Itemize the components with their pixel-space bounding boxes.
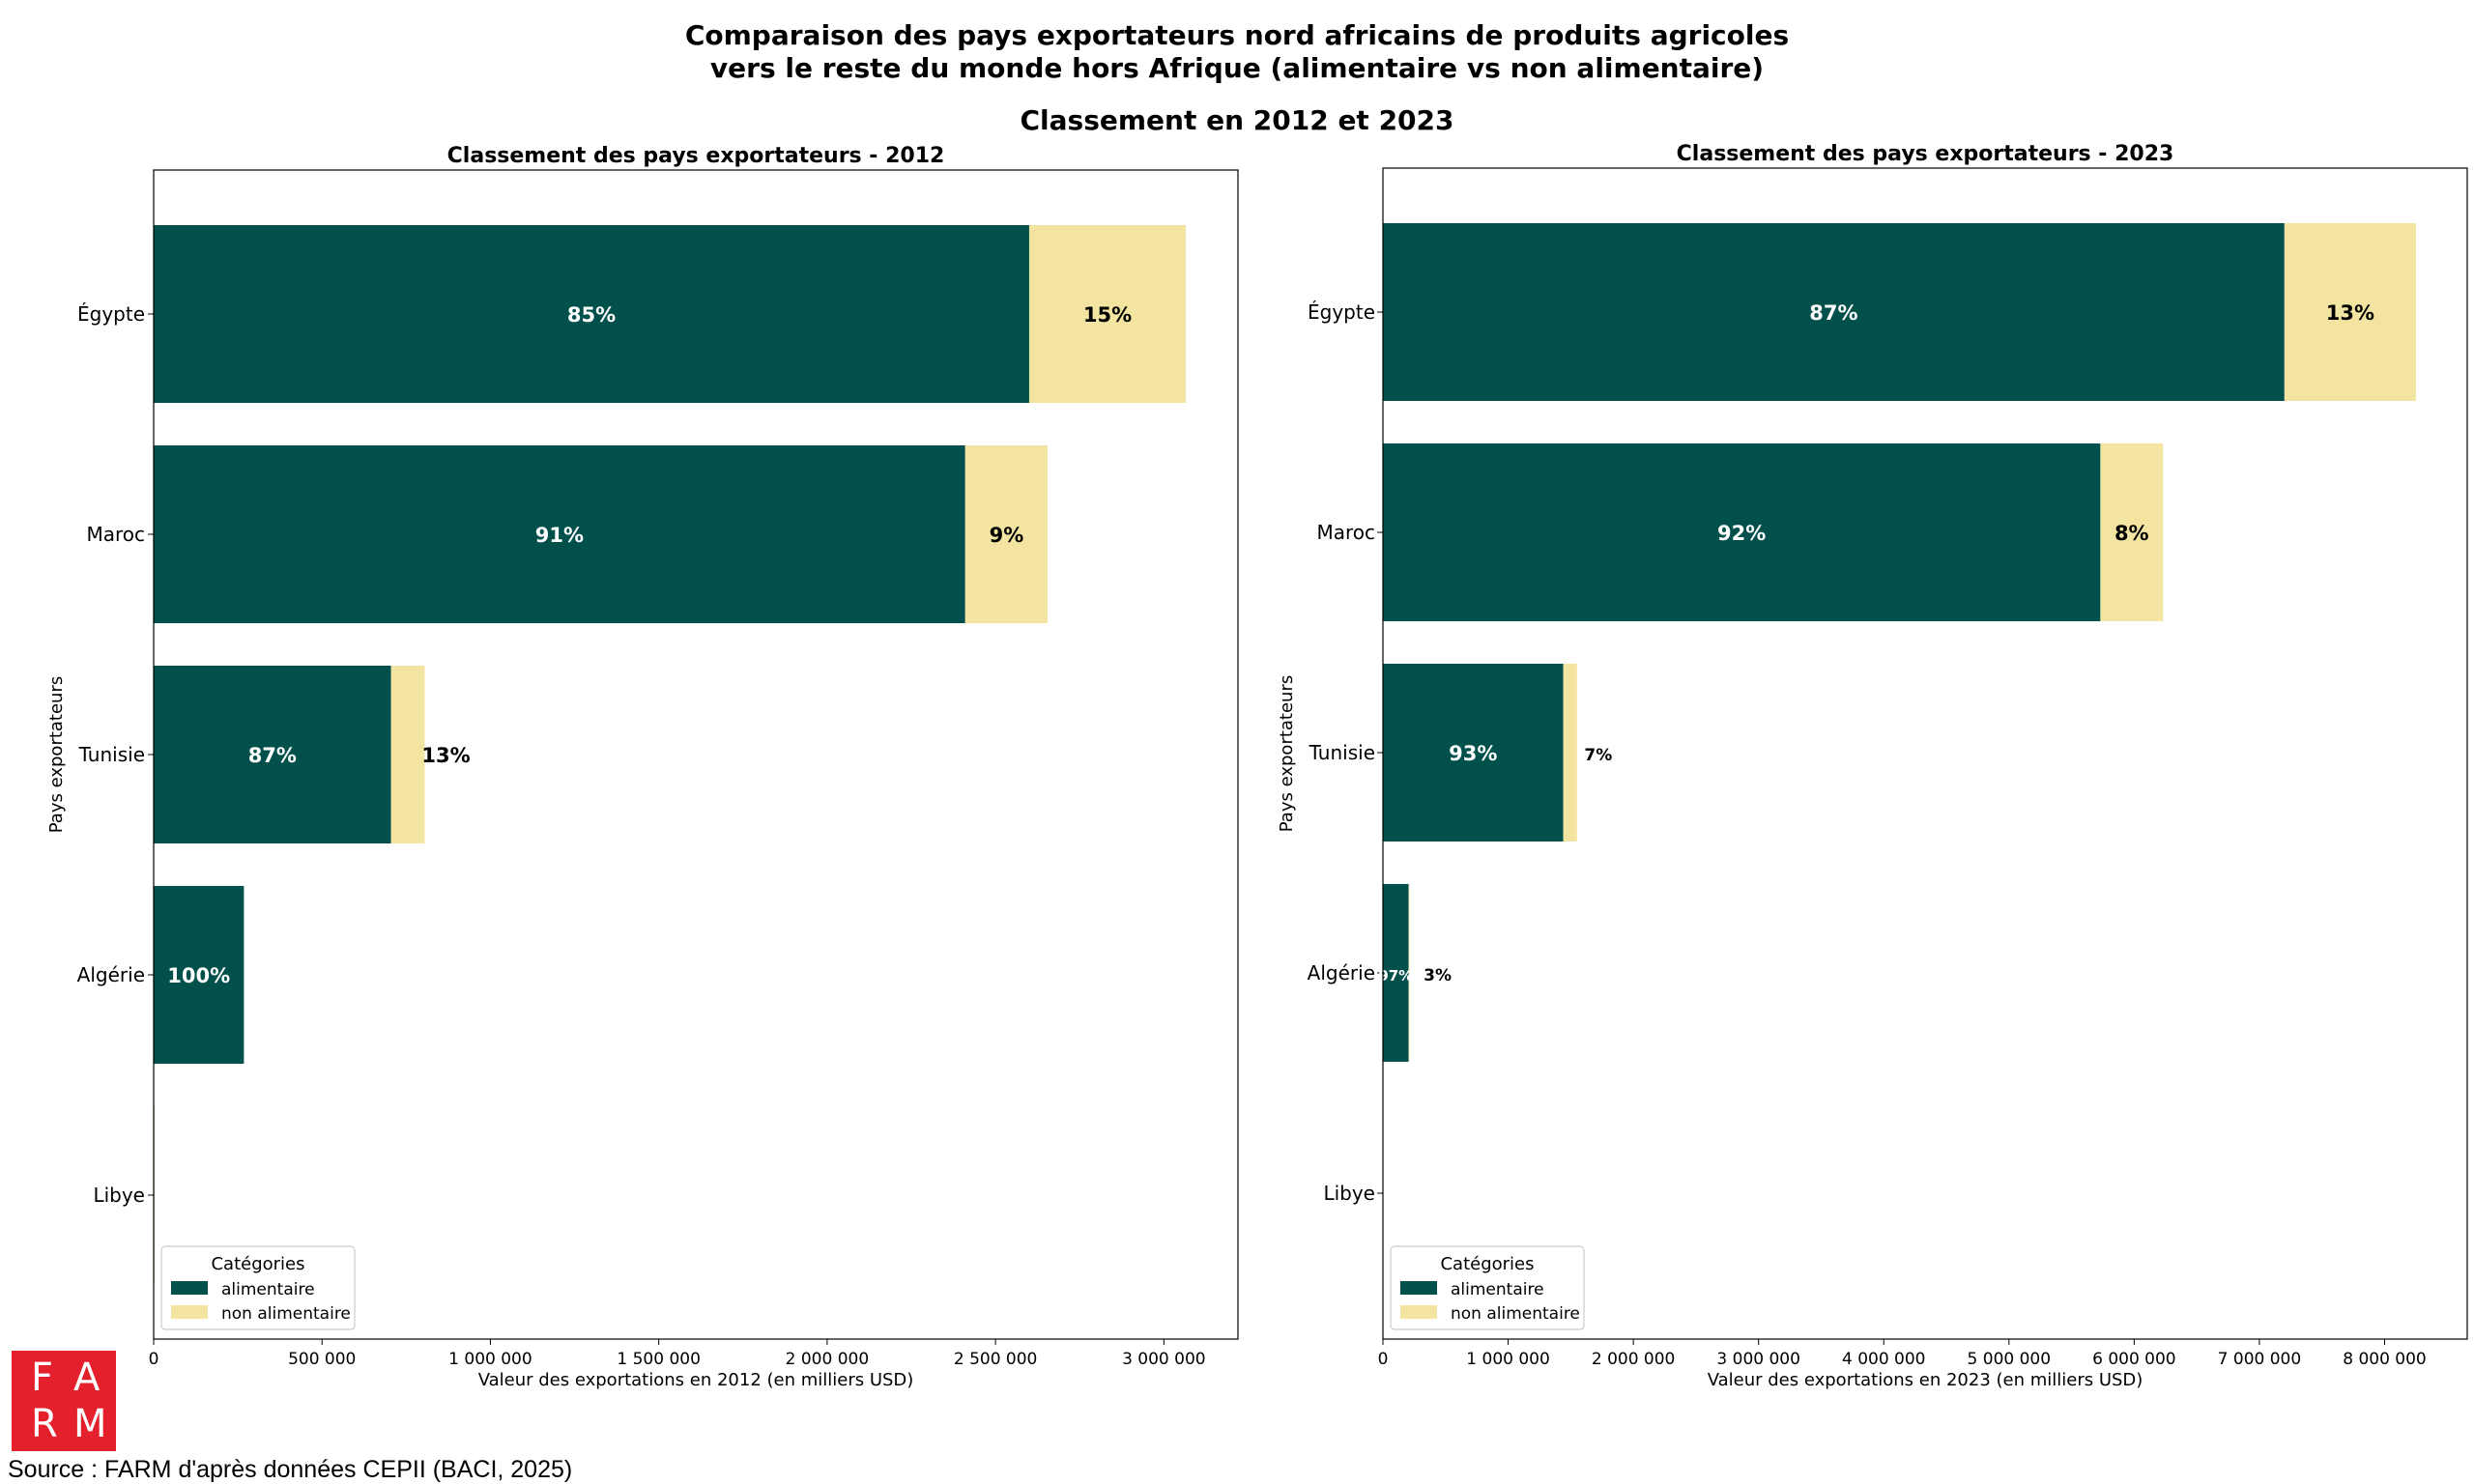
- chart-subtitle: Classement en 2012 et 2023: [1020, 104, 1454, 136]
- panel-2-xtick-label: 0: [1378, 1350, 1389, 1369]
- panel-1-label-alimentaire-3: 100%: [167, 964, 230, 987]
- panel-2-legend-swatch-alimentaire: [1400, 1281, 1437, 1295]
- panel-2-bar-alimentaire-0: [1383, 223, 2285, 401]
- logo-letter-r: R: [31, 1402, 58, 1446]
- panel-2-title: Classement des pays exportateurs - 2023: [1677, 142, 2174, 166]
- panel-1-category-label: Tunisie: [78, 743, 145, 766]
- panel-2-axes-frame: [1382, 167, 2468, 1340]
- panel-1-xtick-label: 2 500 000: [954, 1350, 1038, 1369]
- panel-1-xtick-label: 500 000: [288, 1350, 356, 1369]
- panel-1-ylabel: Pays exportateurs: [46, 676, 67, 833]
- panel-1-legend-swatch-alimentaire: [171, 1281, 208, 1295]
- panel-1-xtick-label: 1 500 000: [617, 1350, 701, 1369]
- panel-1-category-label: Algérie: [77, 963, 145, 986]
- panel-2-bar-non-alimentaire-2: [1563, 664, 1577, 842]
- panel-2-bar-alimentaire-1: [1383, 443, 2101, 621]
- panel-2-label-non-alimentaire-3: 3%: [1424, 966, 1452, 985]
- panel-1-category-label: Maroc: [86, 523, 145, 546]
- panel-1-legend-title: Catégories: [211, 1254, 304, 1274]
- panel-2-bar-non-alimentaire-1: [2100, 443, 2164, 621]
- farm-logo: F A R M: [12, 1351, 116, 1451]
- panel-1-legend-label-non-alimentaire: non alimentaire: [221, 1304, 351, 1324]
- chart-title-line-1: Comparaison des pays exportateurs nord a…: [684, 19, 1790, 51]
- panel-1-label-non-alimentaire-1: 9%: [990, 524, 1024, 547]
- panel-1-xtick-label: 2 000 000: [786, 1350, 870, 1369]
- panel-2-xtick-label: 1 000 000: [1466, 1350, 1550, 1369]
- panel-2-category-label: Maroc: [1316, 521, 1375, 544]
- panel-2-xtick-label: 8 000 000: [2343, 1350, 2427, 1369]
- panel-1-bar-non-alimentaire-1: [964, 445, 1049, 623]
- panel-1-label-non-alimentaire-0: 15%: [1083, 303, 1132, 327]
- source-note: Source : FARM d'après données CEPII (BAC…: [8, 1456, 573, 1483]
- panel-2-xtick-label: 5 000 000: [1968, 1350, 2052, 1369]
- panel-2-bar-non-alimentaire-3: [1408, 884, 1410, 1062]
- panel-2-category-label: Libye: [1323, 1182, 1375, 1205]
- panel-1-bar-alimentaire-2: [154, 666, 391, 843]
- panel-2-category-label: Algérie: [1308, 961, 1375, 985]
- panel-1-label-alimentaire-1: 91%: [535, 524, 584, 547]
- panel-2-label-non-alimentaire-0: 13%: [2326, 301, 2374, 325]
- panel-1-legend-label-alimentaire: alimentaire: [221, 1280, 315, 1299]
- panel-2-legend-label-alimentaire: alimentaire: [1451, 1280, 1544, 1299]
- panel-2-xlabel: Valeur des exportations en 2023 (en mill…: [1708, 1370, 2143, 1390]
- logo-letter-a: A: [73, 1356, 101, 1400]
- panel-1-bar-alimentaire-3: [154, 886, 245, 1064]
- panel-2-xtick-label: 2 000 000: [1592, 1350, 1676, 1369]
- panel-2-bar-alimentaire-3: [1383, 884, 1409, 1062]
- panel-1-legend-box: [160, 1245, 356, 1330]
- panel-2-ylabel: Pays exportateurs: [1277, 675, 1297, 832]
- panel-1-category-label: Égypte: [77, 302, 145, 326]
- panel-1-category-label: Libye: [93, 1184, 145, 1207]
- logo-letter-f: F: [31, 1356, 54, 1400]
- panel-2-bar-alimentaire-2: [1383, 664, 1564, 842]
- panel-2-label-alimentaire-2: 93%: [1449, 742, 1497, 765]
- panel-2-xtick-label: 7 000 000: [2218, 1350, 2302, 1369]
- panel-1-bar-alimentaire-0: [154, 225, 1029, 403]
- panel-2-label-alimentaire-0: 87%: [1809, 301, 1857, 325]
- panel-2-legend-label-non-alimentaire: non alimentaire: [1451, 1304, 1580, 1324]
- panel-2-category-label: Tunisie: [1309, 741, 1375, 764]
- panel-2-label-non-alimentaire-1: 8%: [2114, 522, 2149, 545]
- panel-1-xtick-label: 3 000 000: [1122, 1350, 1206, 1369]
- panel-2-xtick-label: 4 000 000: [1842, 1350, 1926, 1369]
- panel-1-legend-swatch-non-alimentaire: [171, 1305, 208, 1319]
- panel-2-category-label: Égypte: [1308, 300, 1375, 324]
- panel-1-bar-alimentaire-1: [154, 445, 965, 623]
- panel-1-label-non-alimentaire-2: 13%: [421, 744, 470, 767]
- panel-2-label-non-alimentaire-2: 7%: [1584, 746, 1612, 765]
- logo-letter-m: M: [73, 1402, 107, 1446]
- panel-1-xlabel: Valeur des exportations en 2012 (en mill…: [478, 1370, 914, 1390]
- panel-2-xtick-label: 3 000 000: [1716, 1350, 1800, 1369]
- panel-1-label-alimentaire-0: 85%: [567, 303, 616, 327]
- panel-1-xtick-label: 0: [149, 1350, 159, 1369]
- panel-2-label-alimentaire-1: 92%: [1717, 522, 1766, 545]
- panel-2-bar-non-alimentaire-0: [2284, 223, 2416, 401]
- panel-2-legend-swatch-non-alimentaire: [1400, 1305, 1437, 1319]
- panel-1-axes-frame: [153, 169, 1239, 1340]
- panel-2-label-alimentaire-3: 97%: [1378, 967, 1413, 985]
- panel-1-title: Classement des pays exportateurs - 2012: [447, 144, 945, 168]
- panel-1-label-alimentaire-2: 87%: [248, 744, 297, 767]
- panel-1-xtick-label: 1 000 000: [448, 1350, 532, 1369]
- chart-title-line-2: vers le reste du monde hors Afrique (ali…: [709, 52, 1765, 84]
- panel-2-legend-title: Catégories: [1440, 1254, 1534, 1274]
- panel-2-legend-box: [1390, 1245, 1585, 1330]
- panel-1-bar-non-alimentaire-0: [1028, 225, 1186, 403]
- panel-1-bar-non-alimentaire-2: [390, 666, 425, 843]
- panel-2-xtick-label: 6 000 000: [2092, 1350, 2176, 1369]
